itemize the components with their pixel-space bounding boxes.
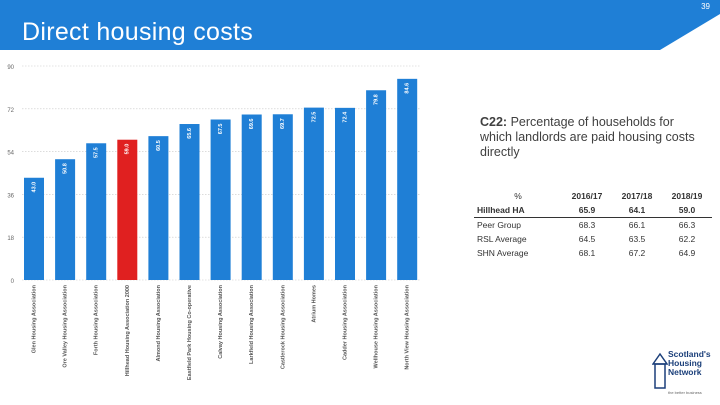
table-row: Hillhead HA 65.9 64.1 59.0 — [474, 203, 712, 218]
bar-value-label: 43.0 — [31, 182, 37, 193]
cell-value: 62.2 — [678, 234, 696, 244]
x-category-label: Cadder Housing Association — [342, 284, 348, 360]
x-category-label: Eastfield Park Housing Co-operative — [187, 285, 193, 380]
house-icon — [652, 352, 668, 389]
metric-description: Percentage of households for which landl… — [480, 115, 695, 159]
y-tick-label: 54 — [7, 151, 14, 157]
y-tick-label: 0 — [11, 279, 15, 285]
bar — [366, 90, 387, 281]
y-tick-label: 90 — [7, 65, 14, 71]
y-tick-label: 18 — [7, 236, 14, 242]
logo-line: Network — [668, 367, 702, 377]
bar-value-label: 67.5 — [218, 124, 224, 135]
bar-value-label: 72.5 — [311, 112, 317, 123]
page-title: Direct housing costs — [22, 18, 254, 46]
x-category-label: Calvay Housing Association — [218, 284, 224, 358]
bar-value-label: 84.6 — [405, 83, 411, 94]
x-category-label: Forth Housing Association — [94, 284, 100, 355]
table-header-row: % 2016/17 2017/18 2018/19 — [474, 189, 712, 203]
x-category-label: Wellhouse Housing Association — [374, 284, 380, 368]
bar — [335, 107, 355, 280]
bar — [117, 139, 138, 280]
x-category-label: Ore Valley Housing Association — [63, 284, 69, 367]
x-category-label: Atrium Homes — [311, 285, 317, 323]
table-header-year: 2018/19 — [671, 191, 703, 201]
page-number: 39 — [701, 2, 710, 11]
bar-value-label: 57.5 — [94, 147, 100, 158]
cell-value: 68.3 — [578, 220, 596, 230]
shn-logo: Scotland's Housing Network the better bu… — [652, 348, 714, 402]
x-category-label: Glen Housing Association — [31, 284, 37, 353]
cell-value: 59.0 — [678, 205, 696, 215]
bar-value-label: 60.5 — [156, 140, 162, 151]
bar — [55, 159, 76, 280]
x-category-label: Almond Housing Association — [156, 284, 162, 361]
metric-callout: C22: Percentage of households for which … — [480, 115, 705, 160]
cell-value: 66.1 — [628, 220, 646, 230]
header-banner: Direct housing costs 39 — [0, 0, 720, 50]
bar — [272, 114, 293, 280]
cell-value: 64.1 — [628, 205, 646, 215]
cell-value: 66.3 — [678, 220, 696, 230]
table-row: RSL Average 64.5 63.5 62.2 — [474, 232, 712, 246]
x-category-label: Larkfield Housing Association — [249, 284, 255, 364]
x-category-label: Hillhead Housing Association 2000 — [125, 285, 131, 376]
bar — [86, 143, 107, 280]
cell-value: 63.5 — [628, 234, 646, 244]
bar — [397, 78, 418, 280]
metric-code: C22: — [480, 115, 508, 129]
bar — [148, 136, 169, 280]
cell-value: 64.5 — [578, 234, 596, 244]
y-tick-label: 36 — [7, 193, 14, 199]
x-category-label: Castlerock Housing Association — [280, 284, 286, 369]
table-header-unit: % — [514, 191, 522, 201]
logo-tagline: the better business — [668, 390, 702, 395]
comparison-table: % 2016/17 2017/18 2018/19 Hillhead HA 65… — [474, 189, 712, 260]
logo-line: Housing — [668, 358, 702, 368]
bar-value-label: 72.4 — [342, 111, 348, 123]
row-label: Hillhead HA — [477, 205, 525, 215]
row-label: SHN Average — [477, 248, 529, 258]
row-label: Peer Group — [477, 220, 521, 230]
bar-value-label: 65.6 — [187, 128, 193, 139]
table-row: Peer Group 68.3 66.1 66.3 — [474, 218, 712, 233]
table-header-year: 2016/17 — [571, 191, 603, 201]
bar-value-label: 69.7 — [280, 118, 286, 129]
bar — [24, 177, 44, 280]
bar-value-label: 59.0 — [125, 144, 131, 155]
cell-value: 64.9 — [678, 248, 696, 258]
bar-value-label: 69.6 — [249, 119, 255, 130]
table-row: SHN Average 68.1 67.2 64.9 — [474, 246, 712, 260]
header-background — [0, 0, 720, 50]
y-tick-label: 72 — [7, 108, 14, 114]
cell-value: 67.2 — [628, 248, 646, 258]
cell-value: 68.1 — [578, 248, 596, 258]
x-category-label: North View Housing Association — [405, 284, 411, 369]
bar-value-label: 50.8 — [63, 163, 69, 174]
bar — [210, 119, 231, 280]
logo-line: Scotland's — [668, 349, 711, 359]
bar — [241, 114, 262, 280]
table-header-year: 2017/18 — [621, 191, 653, 201]
row-label: RSL Average — [477, 234, 527, 244]
bar — [179, 124, 200, 280]
bar-value-label: 79.8 — [374, 94, 380, 105]
cell-value: 65.9 — [578, 205, 596, 215]
bar — [303, 107, 324, 280]
